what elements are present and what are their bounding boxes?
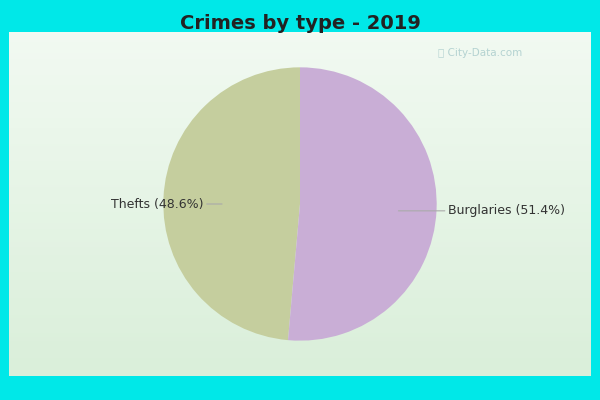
Text: Thefts (48.6%): Thefts (48.6%) bbox=[112, 198, 222, 210]
Wedge shape bbox=[288, 67, 437, 341]
Text: ⓘ City-Data.com: ⓘ City-Data.com bbox=[438, 48, 522, 58]
Text: Burglaries (51.4%): Burglaries (51.4%) bbox=[398, 204, 565, 217]
Wedge shape bbox=[163, 67, 300, 340]
Text: Crimes by type - 2019: Crimes by type - 2019 bbox=[179, 14, 421, 33]
